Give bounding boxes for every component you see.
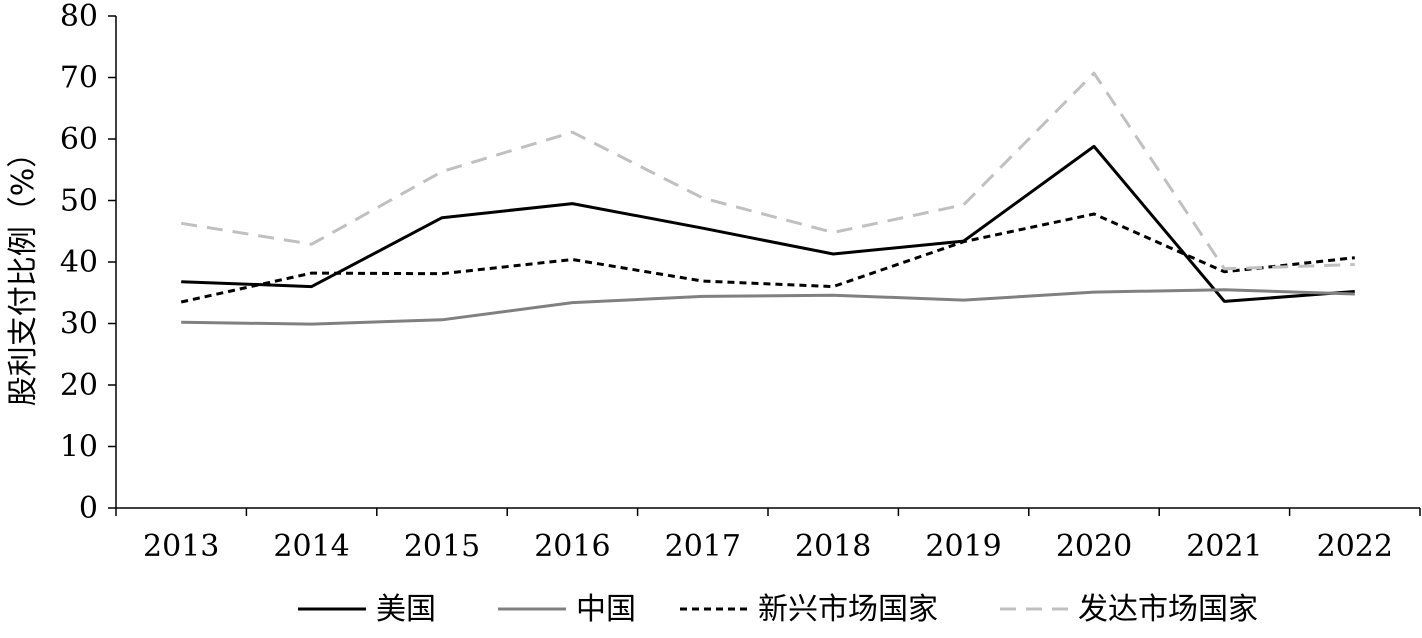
series-line-中国: [181, 288, 1355, 326]
legend-label: 新兴市场国家: [758, 592, 938, 627]
y-tick-label: 30: [60, 307, 98, 342]
y-tick-label: 0: [79, 491, 98, 526]
y-axis: 0 10 20 30 40 50 60 70 80: [60, 0, 117, 526]
y-tick-label: 40: [60, 245, 98, 280]
x-tick-label: 2014: [273, 529, 349, 564]
x-tick-label: 2016: [534, 529, 610, 564]
y-axis-label: 股利支付比例（%）: [6, 138, 41, 407]
x-axis: 2013 2014 2015 2016 2017 2018 2019 2020 2021 2022: [115, 507, 1421, 564]
series-line-发达市场国家: [180, 71, 1355, 271]
x-tick-label: 2019: [925, 529, 1001, 564]
y-tick-label: 60: [60, 122, 98, 157]
legend-label: 中国: [576, 592, 636, 627]
x-tick-label: 2013: [143, 529, 219, 564]
x-tick-label: 2017: [665, 529, 741, 564]
x-tick-label: 2021: [1186, 529, 1262, 564]
y-tick-label: 50: [60, 184, 98, 219]
legend-label: 发达市场国家: [1078, 592, 1258, 627]
y-tick-label: 70: [60, 61, 98, 96]
y-tick-label: 10: [60, 430, 98, 465]
x-tick-label: 2015: [404, 529, 480, 564]
series-line-新兴市场国家: [180, 212, 1355, 304]
y-tick-label: 80: [60, 0, 98, 34]
legend-label: 美国: [376, 592, 436, 627]
series-line-美国: [181, 144, 1355, 303]
y-tick-label: 20: [60, 368, 98, 403]
x-tick-label: 2020: [1056, 529, 1132, 564]
legend: 美国 中国 新兴市场国家 发达市场国家: [298, 592, 1258, 627]
series-lines: [180, 71, 1355, 326]
x-tick-label: 2022: [1317, 529, 1393, 564]
x-tick-label: 2018: [795, 529, 871, 564]
